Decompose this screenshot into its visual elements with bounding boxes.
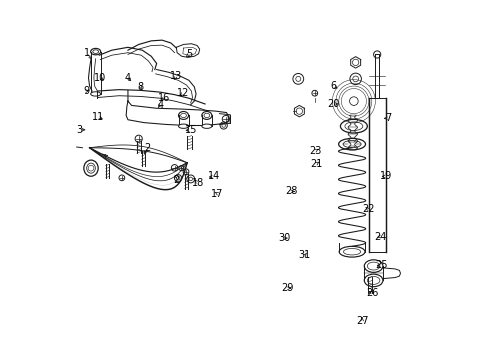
Text: 30: 30 xyxy=(277,233,289,243)
Text: 7: 7 xyxy=(384,113,390,123)
Text: 2: 2 xyxy=(144,143,150,153)
Text: 22: 22 xyxy=(361,204,374,215)
Text: 2: 2 xyxy=(173,175,179,185)
Text: 28: 28 xyxy=(285,186,297,197)
Text: 21: 21 xyxy=(309,159,322,169)
Text: 1: 1 xyxy=(83,48,90,58)
Text: 9: 9 xyxy=(83,86,89,96)
Text: 18: 18 xyxy=(191,178,203,188)
Ellipse shape xyxy=(90,92,101,96)
Text: 17: 17 xyxy=(211,189,224,199)
Ellipse shape xyxy=(338,138,365,150)
Text: 15: 15 xyxy=(184,125,197,135)
Text: 23: 23 xyxy=(309,145,321,156)
Ellipse shape xyxy=(178,112,188,120)
Text: 31: 31 xyxy=(298,250,310,260)
Text: 6: 6 xyxy=(330,81,336,91)
Text: 16: 16 xyxy=(157,93,170,103)
Ellipse shape xyxy=(340,120,366,133)
Text: 25: 25 xyxy=(374,260,387,270)
Ellipse shape xyxy=(364,274,382,287)
Ellipse shape xyxy=(202,124,211,129)
Ellipse shape xyxy=(364,260,382,273)
Text: 14: 14 xyxy=(207,171,220,181)
Text: 27: 27 xyxy=(355,316,367,325)
Text: 12: 12 xyxy=(177,88,189,98)
Text: 5: 5 xyxy=(185,49,192,59)
Text: 29: 29 xyxy=(281,283,293,293)
Text: 4: 4 xyxy=(157,100,163,110)
Text: 4: 4 xyxy=(124,73,131,83)
Ellipse shape xyxy=(90,48,101,55)
Ellipse shape xyxy=(202,112,211,120)
Text: 10: 10 xyxy=(94,73,106,83)
Ellipse shape xyxy=(83,160,98,176)
Text: 13: 13 xyxy=(169,71,182,81)
Ellipse shape xyxy=(339,246,364,257)
Text: 24: 24 xyxy=(373,232,386,242)
Text: 26: 26 xyxy=(366,288,378,298)
Text: 3: 3 xyxy=(76,125,82,135)
Text: 20: 20 xyxy=(326,99,339,109)
Text: 11: 11 xyxy=(92,112,104,122)
Ellipse shape xyxy=(178,124,188,129)
Text: 19: 19 xyxy=(379,171,391,181)
Text: 8: 8 xyxy=(137,82,143,92)
